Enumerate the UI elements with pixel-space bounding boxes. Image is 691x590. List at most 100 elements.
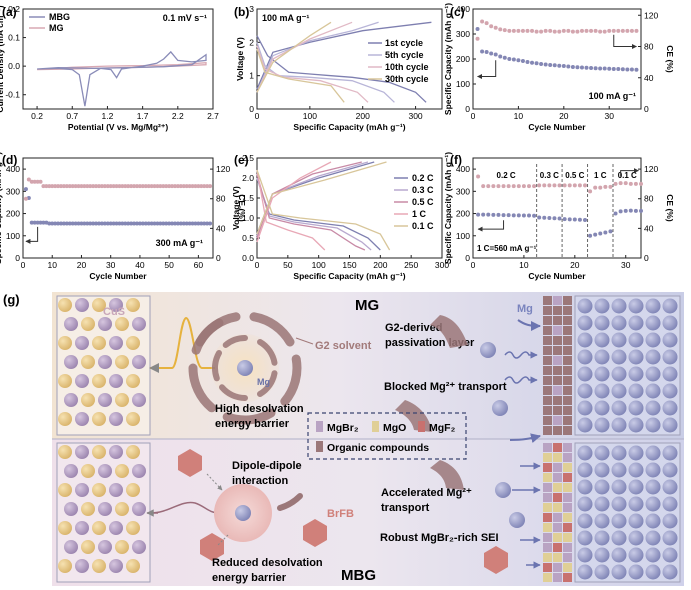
sei-mgbr2-block — [543, 513, 552, 522]
legend-mgf2: MgF₂ — [429, 422, 456, 434]
y2-axis-label: CE (%) — [237, 194, 247, 222]
sei-block — [553, 443, 562, 452]
current-annotation: 100 mA g⁻¹ — [589, 91, 636, 101]
sei-mgbr2-block — [543, 453, 552, 462]
mgf2-swatch — [418, 421, 425, 432]
ce-point — [486, 184, 491, 189]
mg-atom — [594, 366, 610, 382]
ce-point — [88, 184, 93, 189]
y2-tick-label: 0 — [644, 253, 649, 263]
dipole-label-1: Dipole-dipole — [232, 460, 302, 472]
passivation-organic-block — [563, 366, 572, 375]
ce-point — [53, 184, 58, 189]
ce-point — [105, 184, 110, 189]
ce-point — [184, 184, 189, 189]
mg-atom — [611, 547, 627, 563]
brfb-label: BrFB — [327, 508, 354, 520]
cus-cu-atom — [132, 317, 146, 331]
ce-point — [562, 183, 567, 188]
y-axis-label: Current Density (mA cm⁻²) — [0, 5, 5, 112]
y-tick-label: 300 — [6, 186, 20, 196]
y-tick-label: 3 — [249, 4, 254, 14]
plot-frame-b — [256, 8, 443, 110]
ce-point — [187, 184, 192, 189]
capacity-point — [589, 66, 594, 70]
capacity-point — [23, 187, 28, 192]
cus-cu-atom — [98, 540, 112, 554]
capacity-point — [613, 211, 618, 216]
capacity-point — [593, 66, 598, 71]
ce-point — [29, 179, 34, 184]
mg-atom — [594, 445, 610, 461]
cus-cu-atom — [64, 464, 78, 478]
ce-point — [579, 28, 584, 33]
sei-block — [553, 563, 562, 572]
mg-atom — [662, 496, 678, 512]
capacity-point — [184, 221, 189, 226]
y2-tick-label: 80 — [216, 194, 226, 204]
capacity-axis-arrow — [477, 60, 497, 79]
y2-axis-label: CE (%) — [665, 194, 675, 222]
mg-atom — [662, 366, 678, 382]
ce-point — [64, 184, 69, 189]
ce-point — [114, 184, 119, 189]
mg-atom — [662, 445, 678, 461]
capacity-point — [170, 221, 175, 226]
mg-atom — [662, 513, 678, 529]
charge-curve-1 — [256, 21, 379, 93]
capacity-point — [108, 221, 113, 226]
passivation-block — [553, 396, 562, 405]
ce-point — [623, 181, 628, 186]
ce-point — [108, 184, 113, 189]
x-tick-label: 0 — [255, 111, 260, 121]
capacity-point — [537, 215, 542, 220]
sei-mgbr2-block — [543, 563, 552, 572]
g2-solvent-arcs — [188, 312, 302, 425]
y-axis-label: Specific Capacity (mAh g⁻¹) — [0, 152, 3, 264]
capacity-point — [146, 221, 151, 226]
capacity-point — [520, 59, 525, 63]
ce-point — [625, 28, 630, 33]
ce-point — [23, 196, 28, 201]
g2-arc — [280, 354, 302, 406]
capacity-point — [164, 221, 169, 226]
capacity-point — [137, 221, 142, 226]
capacity-point — [476, 212, 481, 217]
y-tick-label: 100 — [456, 231, 470, 241]
ce-point — [79, 184, 84, 189]
sei-mgbr2-block — [543, 473, 552, 482]
mg-atom — [577, 366, 593, 382]
ce-point — [143, 184, 148, 189]
x-tick-label: 50 — [164, 260, 174, 270]
sei-legend-box — [307, 412, 467, 460]
rate-label: 0.2 C — [497, 171, 516, 180]
y-tick-label: 0.0 — [8, 61, 20, 71]
mg-atom — [628, 462, 644, 478]
mg-atom — [645, 547, 661, 563]
y2-tick-label: 80 — [644, 194, 654, 204]
legend-entry: MG — [49, 23, 64, 33]
panel-label-b: (b) — [234, 5, 249, 19]
y-tick-label: 0.1 — [8, 33, 20, 43]
rate-definition: 1 C=560 mA g⁻¹ — [477, 244, 537, 253]
cus-s-atom — [58, 412, 72, 426]
mg-atom — [645, 530, 661, 546]
y-axis-label: Voltage (V) — [231, 186, 241, 230]
reduced-barrier-label-1: Reduced desolvation — [212, 557, 323, 569]
sei-block — [563, 543, 572, 552]
mg-atom — [611, 349, 627, 365]
capacity-point — [53, 221, 58, 226]
cus-s-atom — [126, 374, 140, 388]
g2-arc — [222, 334, 248, 348]
cus-s-atom — [81, 355, 95, 369]
cus-cu-atom — [75, 336, 89, 350]
accelerated-label-2: transport — [381, 502, 430, 514]
sei-layer — [543, 296, 572, 582]
charts-area: (a)0.2 0.7 1.2 1.7 2.2 2.7-0.10.00.10.2Potent… — [0, 3, 675, 281]
ce-point — [489, 24, 494, 29]
capacity-point — [126, 221, 131, 226]
ce-point — [516, 28, 521, 33]
ce-point — [620, 28, 625, 33]
mg-atom — [577, 349, 593, 365]
mg-atom — [662, 564, 678, 580]
